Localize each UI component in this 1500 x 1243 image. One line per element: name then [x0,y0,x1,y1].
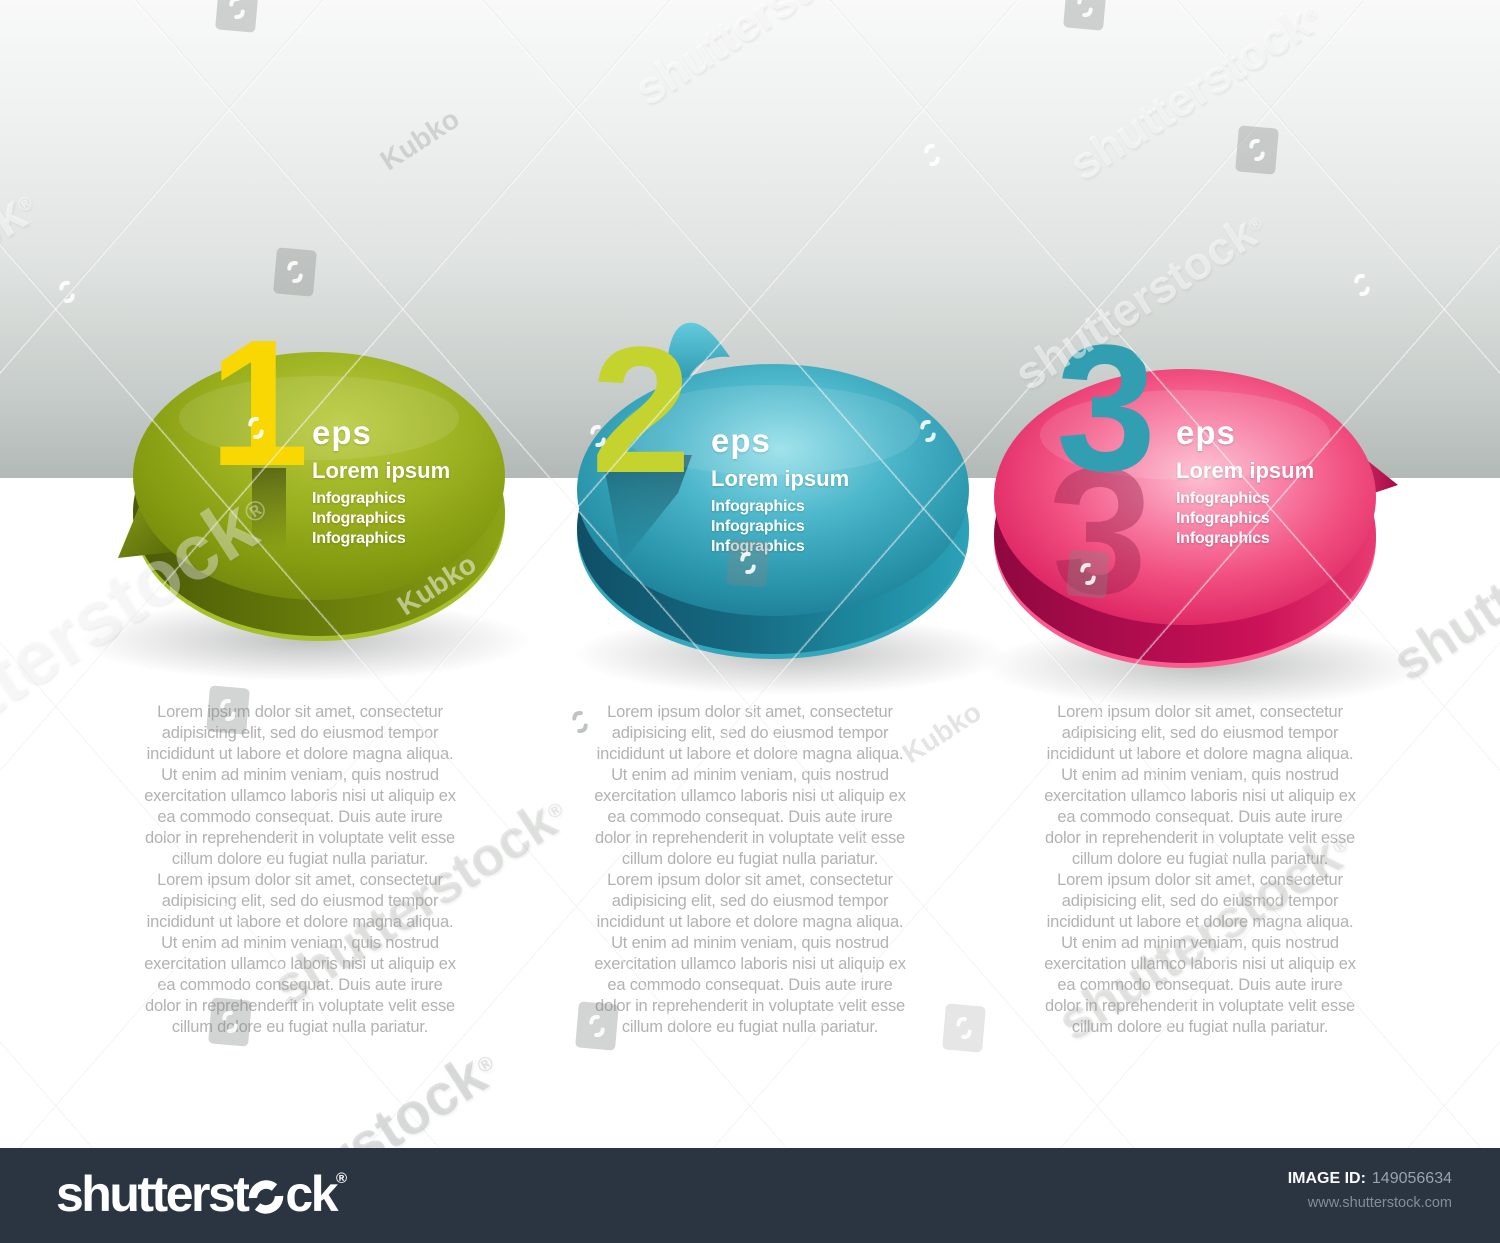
body-paragraph: Lorem ipsum dolor sit amet, consectetur … [144,703,456,868]
infographics-lines: Infographics Infographics Infographics [1176,490,1270,547]
image-id-label: IMAGE ID: [1287,1170,1366,1187]
number-1-label: 1 [209,303,309,504]
crop-mark-icon [942,1003,986,1053]
bubble-2-text: eps Lorem ipsum Infographics Infographic… [711,424,849,557]
number-2-label: 2 [591,310,691,511]
infographics-lines: Infographics Infographics Infographics [312,490,406,547]
image-meta: IMAGE ID: 149056634 www.shutterstock.com [1288,1170,1452,1211]
bubble-1-text: eps Lorem ipsum Infographics Infographic… [312,416,450,549]
eps-badge: eps [312,414,372,451]
body-column-1: Lorem ipsum dolor sit amet, consectetur … [120,702,480,1038]
bubble-3-text: eps Lorem ipsum Infographics Infographic… [1176,416,1314,549]
logo-text-right: ck [285,1166,338,1222]
infographics-lines: Infographics Infographics Infographics [711,498,805,555]
image-id-value: 149056634 [1371,1170,1452,1187]
number-3-label: 3 [1056,308,1156,509]
logo-text-left: shutterst [56,1166,250,1222]
body-paragraph: Lorem ipsum dolor sit amet, consectetur … [1044,871,1356,1036]
registered-mark: ® [543,798,568,824]
body-paragraph: Lorem ipsum dolor sit amet, consectetur … [594,871,906,1036]
footer-bar: shutterst ck® IMAGE ID: 149056634 www.shut… [0,1148,1500,1243]
body-paragraph: Lorem ipsum dolor sit amet, consectetur … [1044,703,1356,868]
eps-badge: eps [711,422,771,459]
image-id-line: IMAGE ID: 149056634 [1288,1170,1452,1188]
shutterstock-logo: shutterst ck® [56,1165,347,1223]
bubble-title: Lorem ipsum [711,466,850,491]
body-column-2: Lorem ipsum dolor sit amet, consectetur … [570,702,930,1038]
shutter-o-icon [247,1166,285,1222]
registered-mark: ® [336,1170,348,1187]
body-column-3: Lorem ipsum dolor sit amet, consectetur … [1020,702,1380,1038]
body-paragraph: Lorem ipsum dolor sit amet, consectetur … [594,703,906,868]
website-url: www.shutterstock.com [1307,1195,1452,1211]
body-paragraph: Lorem ipsum dolor sit amet, consectetur … [144,871,456,1036]
eps-badge: eps [1176,414,1236,451]
registered-mark: ® [473,1051,499,1079]
bubble-title: Lorem ipsum [312,458,451,483]
bubble-title: Lorem ipsum [1176,458,1315,483]
